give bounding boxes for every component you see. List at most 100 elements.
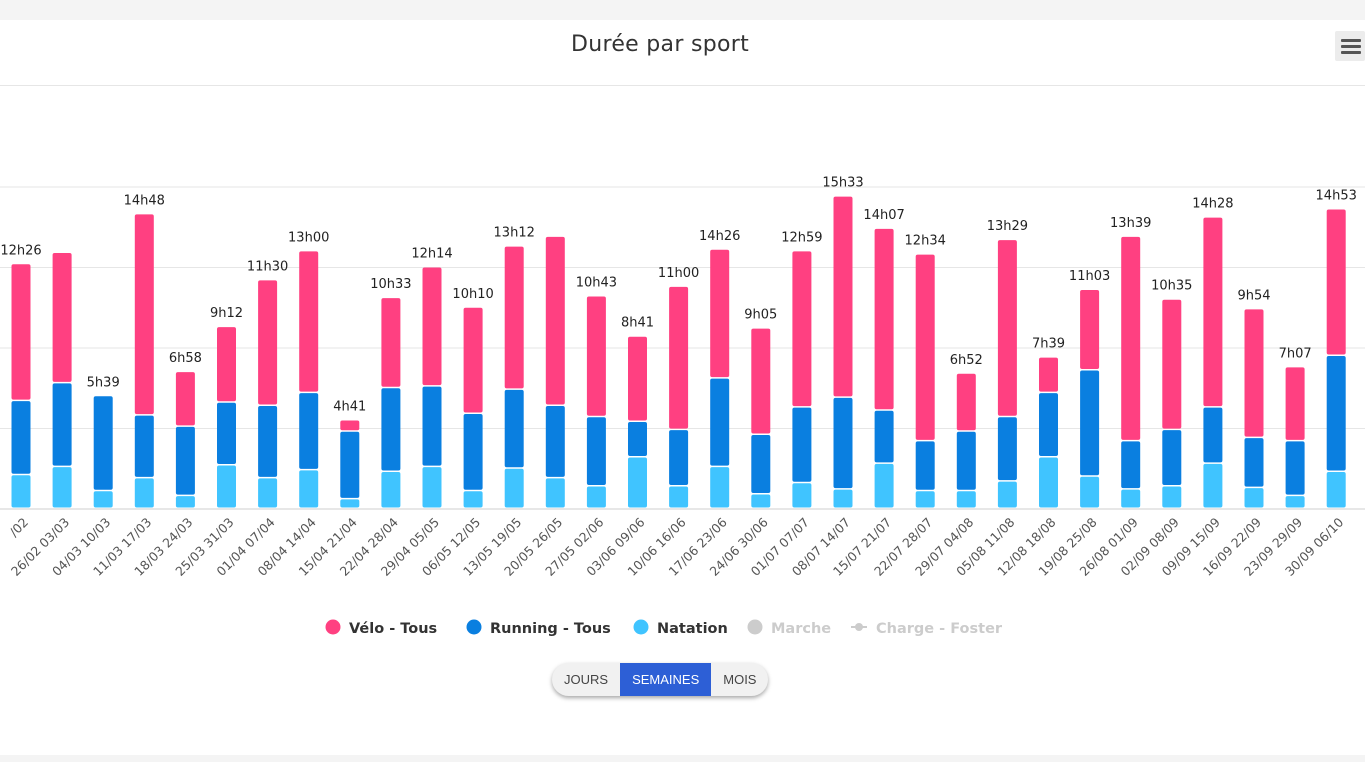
bar-natation[interactable] [340,499,360,508]
bar-v-lo-tous[interactable] [504,246,524,389]
bar-natation[interactable] [628,457,647,508]
bar-natation[interactable] [217,465,236,508]
bar-v-lo-tous[interactable] [586,296,606,416]
bar-running-tous[interactable] [1285,441,1305,495]
bar-natation[interactable] [1326,471,1346,508]
bar-natation[interactable] [1162,486,1182,508]
bar-running-tous[interactable] [1244,438,1264,487]
bar-v-lo-tous[interactable] [52,253,72,382]
bar-v-lo-tous[interactable] [463,307,483,413]
bar-natation[interactable] [1080,476,1100,508]
bar-natation[interactable] [833,489,853,508]
bar-natation[interactable] [751,494,771,508]
bar-v-lo-tous[interactable] [915,254,935,440]
bar-natation[interactable] [1039,457,1058,508]
bar-running-tous[interactable] [1121,441,1141,489]
bar-running-tous[interactable] [11,401,31,474]
bar-natation[interactable] [463,491,483,508]
legend-item-running-tous[interactable]: Running - Tous [466,619,611,638]
bar-natation[interactable] [874,463,894,508]
bar-running-tous[interactable] [1326,356,1346,471]
bar-v-lo-tous[interactable] [340,420,360,431]
bar-v-lo-tous[interactable] [258,280,278,405]
bar-running-tous[interactable] [1039,393,1058,456]
bar-v-lo-tous[interactable] [1121,236,1141,440]
chart-menu-button[interactable] [1335,31,1365,61]
bar-running-tous[interactable] [258,405,278,477]
bar-v-lo-tous[interactable] [628,336,647,421]
bar-v-lo-tous[interactable] [1162,299,1182,429]
bar-running-tous[interactable] [422,386,442,466]
bar-v-lo-tous[interactable] [422,267,442,386]
bar-natation[interactable] [422,467,442,508]
bar-running-tous[interactable] [134,415,154,477]
bar-v-lo-tous[interactable] [11,264,31,400]
bar-running-tous[interactable] [751,434,771,494]
bar-v-lo-tous[interactable] [792,251,812,407]
bar-natation[interactable] [299,470,319,508]
bar-running-tous[interactable] [52,383,72,466]
bar-v-lo-tous[interactable] [381,298,401,387]
bar-natation[interactable] [792,483,812,508]
legend-item-marche[interactable]: Marche [747,619,832,638]
bar-v-lo-tous[interactable] [710,249,730,378]
bar-natation[interactable] [1285,496,1305,508]
bar-natation[interactable] [93,491,113,508]
bar-v-lo-tous[interactable] [1285,367,1305,440]
bar-natation[interactable] [956,491,976,508]
bar-running-tous[interactable] [792,407,812,482]
legend-item-v-lo-tous[interactable]: Vélo - Tous [325,619,438,638]
bar-running-tous[interactable] [175,426,195,495]
bar-natation[interactable] [545,478,565,508]
bar-v-lo-tous[interactable] [997,240,1017,416]
bar-v-lo-tous[interactable] [1326,209,1346,355]
period-semaines-button[interactable]: SEMAINES [620,663,712,696]
bar-running-tous[interactable] [1203,407,1223,463]
bar-v-lo-tous[interactable] [833,196,853,397]
bar-v-lo-tous[interactable] [545,236,565,405]
bar-natation[interactable] [381,471,401,508]
legend-item-charge-foster[interactable]: Charge - Foster [851,621,1003,637]
bar-running-tous[interactable] [93,396,113,490]
bar-running-tous[interactable] [833,397,853,489]
bar-v-lo-tous[interactable] [1203,217,1223,407]
bar-running-tous[interactable] [381,388,401,471]
bar-running-tous[interactable] [217,402,236,465]
bar-natation[interactable] [1244,488,1264,508]
bar-running-tous[interactable] [669,430,689,485]
bar-v-lo-tous[interactable] [956,373,976,431]
bar-natation[interactable] [915,491,935,508]
bar-natation[interactable] [134,478,154,508]
bar-running-tous[interactable] [710,378,730,466]
bar-natation[interactable] [52,467,72,508]
bar-v-lo-tous[interactable] [1039,357,1058,392]
bar-running-tous[interactable] [340,431,360,498]
bar-v-lo-tous[interactable] [299,251,319,392]
bar-v-lo-tous[interactable] [669,286,689,429]
bar-natation[interactable] [504,468,524,508]
bar-running-tous[interactable] [628,422,647,456]
bar-running-tous[interactable] [463,414,483,490]
bar-running-tous[interactable] [299,393,319,469]
period-jours-button[interactable]: JOURS [564,672,609,687]
bar-v-lo-tous[interactable] [874,228,894,410]
bar-running-tous[interactable] [1162,430,1182,485]
bar-running-tous[interactable] [915,441,935,490]
bar-running-tous[interactable] [586,417,606,485]
bar-running-tous[interactable] [504,389,524,468]
bar-natation[interactable] [1203,463,1223,508]
bar-natation[interactable] [586,486,606,508]
bar-v-lo-tous[interactable] [751,328,771,434]
bar-v-lo-tous[interactable] [134,214,154,415]
bar-natation[interactable] [997,481,1017,508]
bar-natation[interactable] [669,486,689,508]
bar-natation[interactable] [1121,489,1141,508]
bar-v-lo-tous[interactable] [1244,309,1264,437]
bar-running-tous[interactable] [956,431,976,490]
bar-running-tous[interactable] [997,417,1017,481]
bar-natation[interactable] [710,467,730,508]
bar-running-tous[interactable] [1080,370,1100,476]
bar-running-tous[interactable] [874,410,894,463]
bar-v-lo-tous[interactable] [175,372,195,426]
legend-item-natation[interactable]: Natation [633,619,728,638]
